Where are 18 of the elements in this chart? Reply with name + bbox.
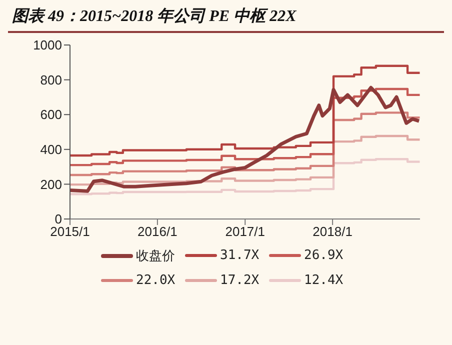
line-series bbox=[70, 85, 420, 192]
legend-label: 22.0X bbox=[136, 272, 176, 288]
y-tick-label: 800 bbox=[40, 72, 62, 87]
chart-title: 图表 49：2015~2018 年公司 PE 中枢 22X bbox=[11, 6, 298, 27]
x-tick-label: 2016/1 bbox=[138, 224, 178, 239]
legend-label: 17.2X bbox=[220, 272, 260, 288]
x-tick-label: 2018/1 bbox=[312, 224, 352, 239]
y-tick-label: 200 bbox=[40, 176, 62, 192]
y-tick-label: 400 bbox=[40, 142, 62, 157]
y-tick-label: 600 bbox=[40, 106, 62, 122]
legend-label: 26.9X bbox=[304, 248, 344, 263]
legend-label: 收盘价 bbox=[136, 248, 175, 264]
x-tick-label: 2015/1 bbox=[50, 224, 90, 239]
legend-label: 31.7X bbox=[220, 248, 260, 263]
y-tick-label: 0 bbox=[54, 211, 62, 226]
y-tick-label: 1000 bbox=[33, 37, 62, 52]
legend-label: 12.4X bbox=[304, 272, 344, 288]
x-tick-label: 2017/1 bbox=[225, 224, 266, 239]
